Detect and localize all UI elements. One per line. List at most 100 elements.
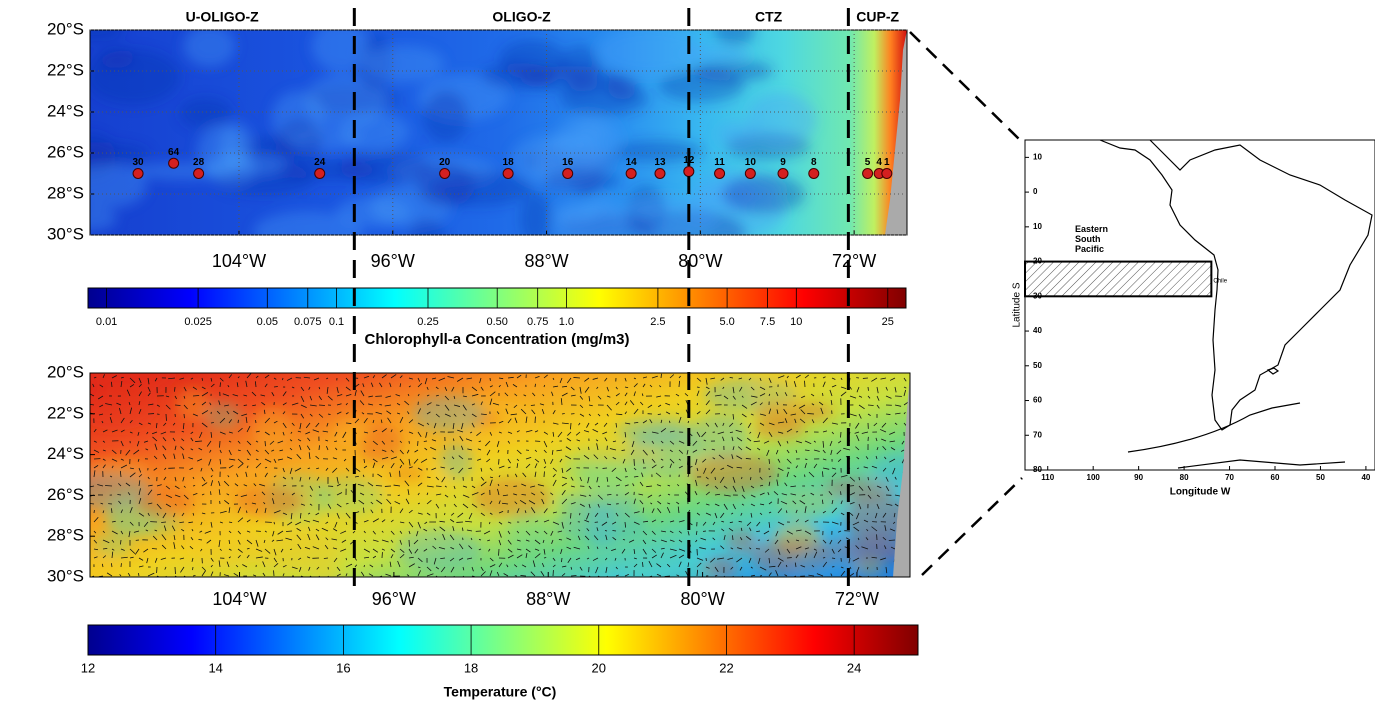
vector [646, 485, 653, 488]
station-label: 30 [132, 157, 144, 168]
vector [143, 521, 149, 528]
vector [750, 494, 756, 498]
vector [478, 548, 482, 551]
vector [480, 571, 486, 577]
vector [784, 418, 788, 424]
vector [111, 539, 115, 543]
vector [443, 444, 446, 451]
vector [334, 440, 338, 443]
vector [309, 503, 313, 506]
vector [768, 377, 772, 383]
texture-blob [871, 452, 910, 488]
vector [286, 377, 293, 381]
vector [849, 386, 852, 390]
texture-blob [408, 217, 445, 235]
vector [449, 534, 455, 541]
vector [551, 391, 554, 397]
vector [138, 557, 144, 561]
vector [556, 449, 563, 452]
vector [201, 512, 206, 515]
inset-x-label: 110 [1041, 473, 1054, 482]
vector [368, 403, 374, 406]
vector [318, 413, 324, 418]
vector [465, 438, 473, 442]
vector [786, 428, 793, 433]
vector [749, 527, 752, 532]
texture-blob [197, 124, 246, 177]
vector [237, 530, 241, 535]
texture-blob [361, 45, 445, 83]
vector [717, 557, 725, 560]
vector [394, 501, 401, 505]
colorbar-title: Temperature (°C) [444, 684, 557, 700]
vector [399, 375, 403, 379]
vector [363, 507, 365, 514]
inset-x-label: 70 [1225, 473, 1234, 482]
vector [399, 548, 405, 553]
vector [606, 512, 609, 518]
vector [867, 395, 871, 399]
vector [768, 408, 772, 415]
vector [848, 557, 851, 564]
vector [242, 564, 248, 568]
texture-blob [688, 453, 779, 494]
vector [90, 393, 95, 397]
station-label: 13 [654, 157, 666, 168]
vector [759, 566, 767, 571]
country-label: Chile [1213, 279, 1227, 285]
vector [253, 483, 257, 487]
vector [210, 475, 213, 478]
vector [137, 458, 140, 462]
vector [503, 573, 509, 577]
vector [372, 530, 376, 535]
vector [678, 458, 681, 461]
vector [308, 566, 311, 571]
colorbar-label: 7.5 [760, 316, 775, 328]
vector [462, 527, 464, 532]
vector [699, 547, 707, 550]
vector [282, 391, 287, 397]
vector [741, 485, 745, 493]
vector [357, 483, 365, 487]
vector [633, 563, 638, 568]
vector [504, 484, 509, 487]
colorbar-label: 22 [719, 660, 733, 675]
vector [732, 485, 737, 492]
vector [462, 575, 465, 577]
vector [111, 375, 117, 379]
vector [102, 449, 106, 452]
vector [93, 516, 99, 523]
vector [768, 481, 771, 487]
vector [453, 503, 457, 508]
vector [521, 483, 527, 487]
vector [147, 489, 153, 496]
vector [466, 557, 473, 560]
vector [438, 377, 446, 381]
vector [246, 458, 250, 460]
vector [237, 517, 244, 523]
station-label: 20 [439, 157, 451, 168]
zone-label: CTZ [755, 9, 783, 25]
vector [723, 503, 728, 510]
vector [345, 563, 353, 568]
vector [596, 443, 599, 451]
vector [678, 520, 685, 523]
vector [255, 539, 259, 547]
vector [875, 437, 878, 442]
vector [385, 573, 392, 577]
vector [543, 458, 547, 464]
vector [588, 395, 591, 402]
vector [471, 492, 479, 496]
vector [849, 573, 855, 577]
vector [794, 418, 797, 424]
vector [757, 557, 761, 564]
vector [831, 557, 836, 559]
vector [408, 548, 413, 554]
vector [577, 447, 581, 451]
vector [210, 431, 213, 438]
colorbar-label: 16 [336, 660, 350, 675]
texture-blob [90, 556, 122, 577]
vector [780, 500, 788, 505]
vector [417, 502, 420, 505]
vector [147, 386, 151, 392]
